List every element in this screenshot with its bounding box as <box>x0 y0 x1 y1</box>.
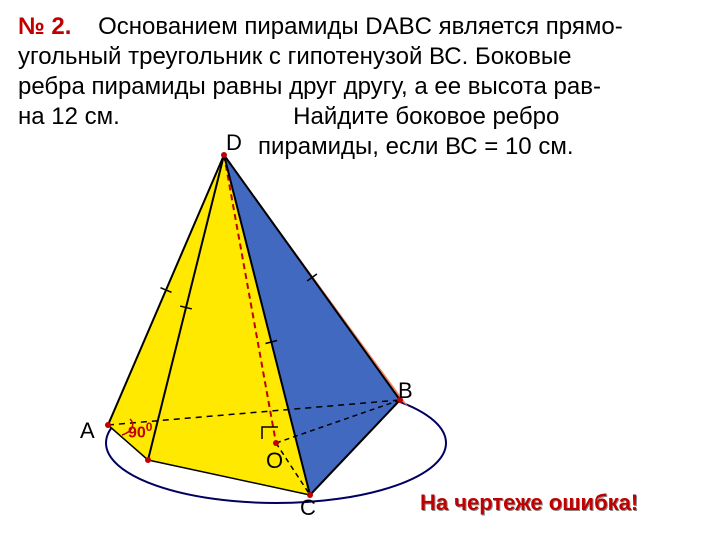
right-angle-label: 900 <box>128 420 152 442</box>
vertex-label-A: А <box>80 418 95 444</box>
angle-value: 90 <box>128 424 146 441</box>
angle-degree-sup: 0 <box>146 420 153 434</box>
vertex-label-C: С <box>300 495 316 521</box>
center-label-O: О <box>266 448 283 474</box>
vertex-label-B: В <box>398 378 413 404</box>
error-note: На чертеже ошибка! <box>420 490 638 516</box>
vertex-label-D: D <box>226 130 242 156</box>
pyramid-diagram <box>0 0 720 540</box>
